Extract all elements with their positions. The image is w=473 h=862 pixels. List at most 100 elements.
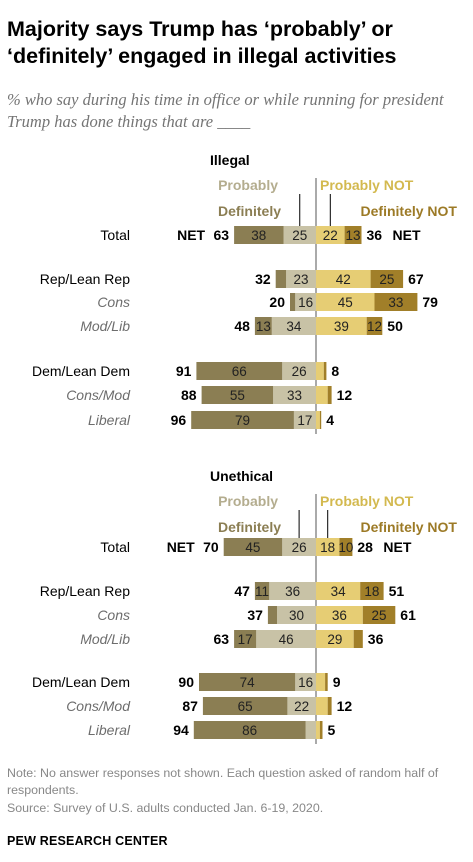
net-value-right: 51 [389, 583, 405, 599]
bar-probably-not [316, 293, 375, 311]
net-value-left: 94 [173, 722, 189, 738]
chart-note: Note: No answer responses not shown. Eac… [7, 766, 439, 797]
value-label-probably: 26 [292, 364, 307, 379]
value-label-probably-not: 34 [331, 584, 347, 599]
bar-probably [256, 630, 316, 648]
category-label: Cons [97, 607, 130, 623]
panel-title: Unethical [210, 468, 273, 484]
bar-probably [295, 293, 316, 311]
bar-row: Liberal 86 94 5 [88, 721, 336, 739]
category-label: Cons/Mod [66, 698, 131, 714]
panel-title: Illegal [210, 152, 250, 168]
bar-definitely-not [323, 362, 327, 380]
category-label: Mod/Lib [80, 318, 130, 334]
chart-source: Source: Survey of U.S. adults conducted … [7, 801, 324, 815]
chart-panel-unethical: Unethical Probably Probably NOT Definitely D… [32, 468, 457, 744]
category-label: Cons/Mod [66, 387, 131, 403]
value-label-probably-not: 42 [336, 272, 351, 287]
bar-probably [271, 317, 316, 335]
bar-row: Cons 30 36 25 37 61 [97, 606, 416, 624]
net-label-right: NET [383, 539, 411, 555]
value-label-probably: 34 [286, 319, 302, 334]
value-label-definitely: 55 [230, 388, 245, 403]
net-value-left: 90 [178, 674, 194, 690]
bar-definitely-not [360, 582, 384, 600]
net-label-left: NET [167, 539, 195, 555]
net-value-left: 96 [171, 412, 187, 428]
bar-definitely-not [374, 293, 418, 311]
net-value-right: 67 [408, 271, 424, 287]
value-label-definitely-not: 18 [364, 584, 379, 599]
value-label-definitely-not: 13 [346, 228, 361, 243]
net-value-right: 79 [422, 294, 438, 310]
value-label-definitely: 65 [238, 699, 253, 714]
net-value-left: 88 [181, 387, 197, 403]
value-label-probably: 16 [298, 295, 313, 310]
value-label-probably: 16 [298, 675, 313, 690]
bar-row: Mod/Lib 17 46 29 63 36 [80, 630, 384, 648]
bar-probably [282, 538, 316, 556]
net-value-right: 61 [400, 607, 416, 623]
value-label-definitely: 13 [256, 319, 271, 334]
category-label: Rep/Lean Rep [40, 583, 131, 599]
net-value-left: 91 [176, 363, 192, 379]
value-label-definitely-not: 25 [372, 608, 387, 623]
bar-definitely [267, 606, 277, 624]
chart-subtitle: % who say during his time in office or w… [7, 90, 444, 131]
value-label-probably-not: 29 [327, 632, 342, 647]
value-label-probably: 22 [294, 699, 309, 714]
net-value-right: 8 [331, 363, 339, 379]
bar-row: Dem/Lean Dem 66 26 91 8 [32, 362, 339, 380]
bar-row: Cons/Mod 65 22 87 12 [66, 697, 352, 715]
value-label-probably: 30 [289, 608, 304, 623]
bar-row: Cons 16 45 33 20 79 [97, 293, 438, 311]
bar-definitely-not [319, 411, 322, 429]
bar-probably [287, 697, 316, 715]
legend-probably: Probably [218, 493, 278, 509]
value-label-probably-not: 39 [334, 319, 349, 334]
bar-definitely-not [344, 226, 362, 244]
value-label-probably-not: 45 [338, 295, 353, 310]
bar-definitely [191, 411, 294, 429]
legend-definitely-not: Definitely NOT [361, 519, 458, 535]
category-label: Cons [97, 294, 130, 310]
bar-definitely [254, 317, 272, 335]
net-value-right: 9 [333, 674, 341, 690]
value-label-probably: 23 [294, 272, 309, 287]
bar-definitely-not [362, 606, 396, 624]
bar-probably [293, 411, 316, 429]
value-label-definitely-not: 10 [338, 540, 353, 555]
bar-row: Cons/Mod 55 33 88 12 [66, 386, 352, 404]
category-label: Liberal [88, 722, 131, 738]
value-label-probably: 46 [279, 632, 294, 647]
value-label-probably-not: 22 [323, 228, 338, 243]
bar-probably-not [316, 362, 324, 380]
value-label-probably: 17 [297, 413, 312, 428]
bar-row: Total 38 25 22 13 63 36 NET NET [100, 226, 421, 244]
category-label: Total [100, 227, 130, 243]
net-value-left: 47 [234, 583, 250, 599]
legend-definitely: Definitely [218, 519, 281, 535]
bar-row: Rep/Lean Rep 11 36 34 18 47 51 [40, 582, 405, 600]
value-label-definitely: 45 [245, 540, 260, 555]
net-value-left: 63 [214, 631, 230, 647]
net-value-right: 12 [337, 698, 353, 714]
net-value-right: 28 [357, 539, 373, 555]
bar-probably-not [316, 538, 340, 556]
net-value-left: 32 [255, 271, 271, 287]
net-label-left: NET [177, 227, 205, 243]
bar-probably [282, 362, 316, 380]
value-label-definitely: 38 [251, 228, 266, 243]
bar-definitely [223, 538, 283, 556]
net-label-right: NET [393, 227, 421, 243]
value-label-definitely-not: 25 [379, 272, 394, 287]
bar-definitely [202, 697, 288, 715]
bar-probably-not [316, 697, 328, 715]
bar-definitely [196, 362, 283, 380]
value-label-definitely: 86 [242, 723, 257, 738]
bar-definitely-not [327, 697, 332, 715]
bar-probably-not [316, 630, 354, 648]
category-label: Rep/Lean Rep [40, 271, 131, 287]
bar-definitely [201, 386, 274, 404]
bar-probably [286, 270, 316, 288]
